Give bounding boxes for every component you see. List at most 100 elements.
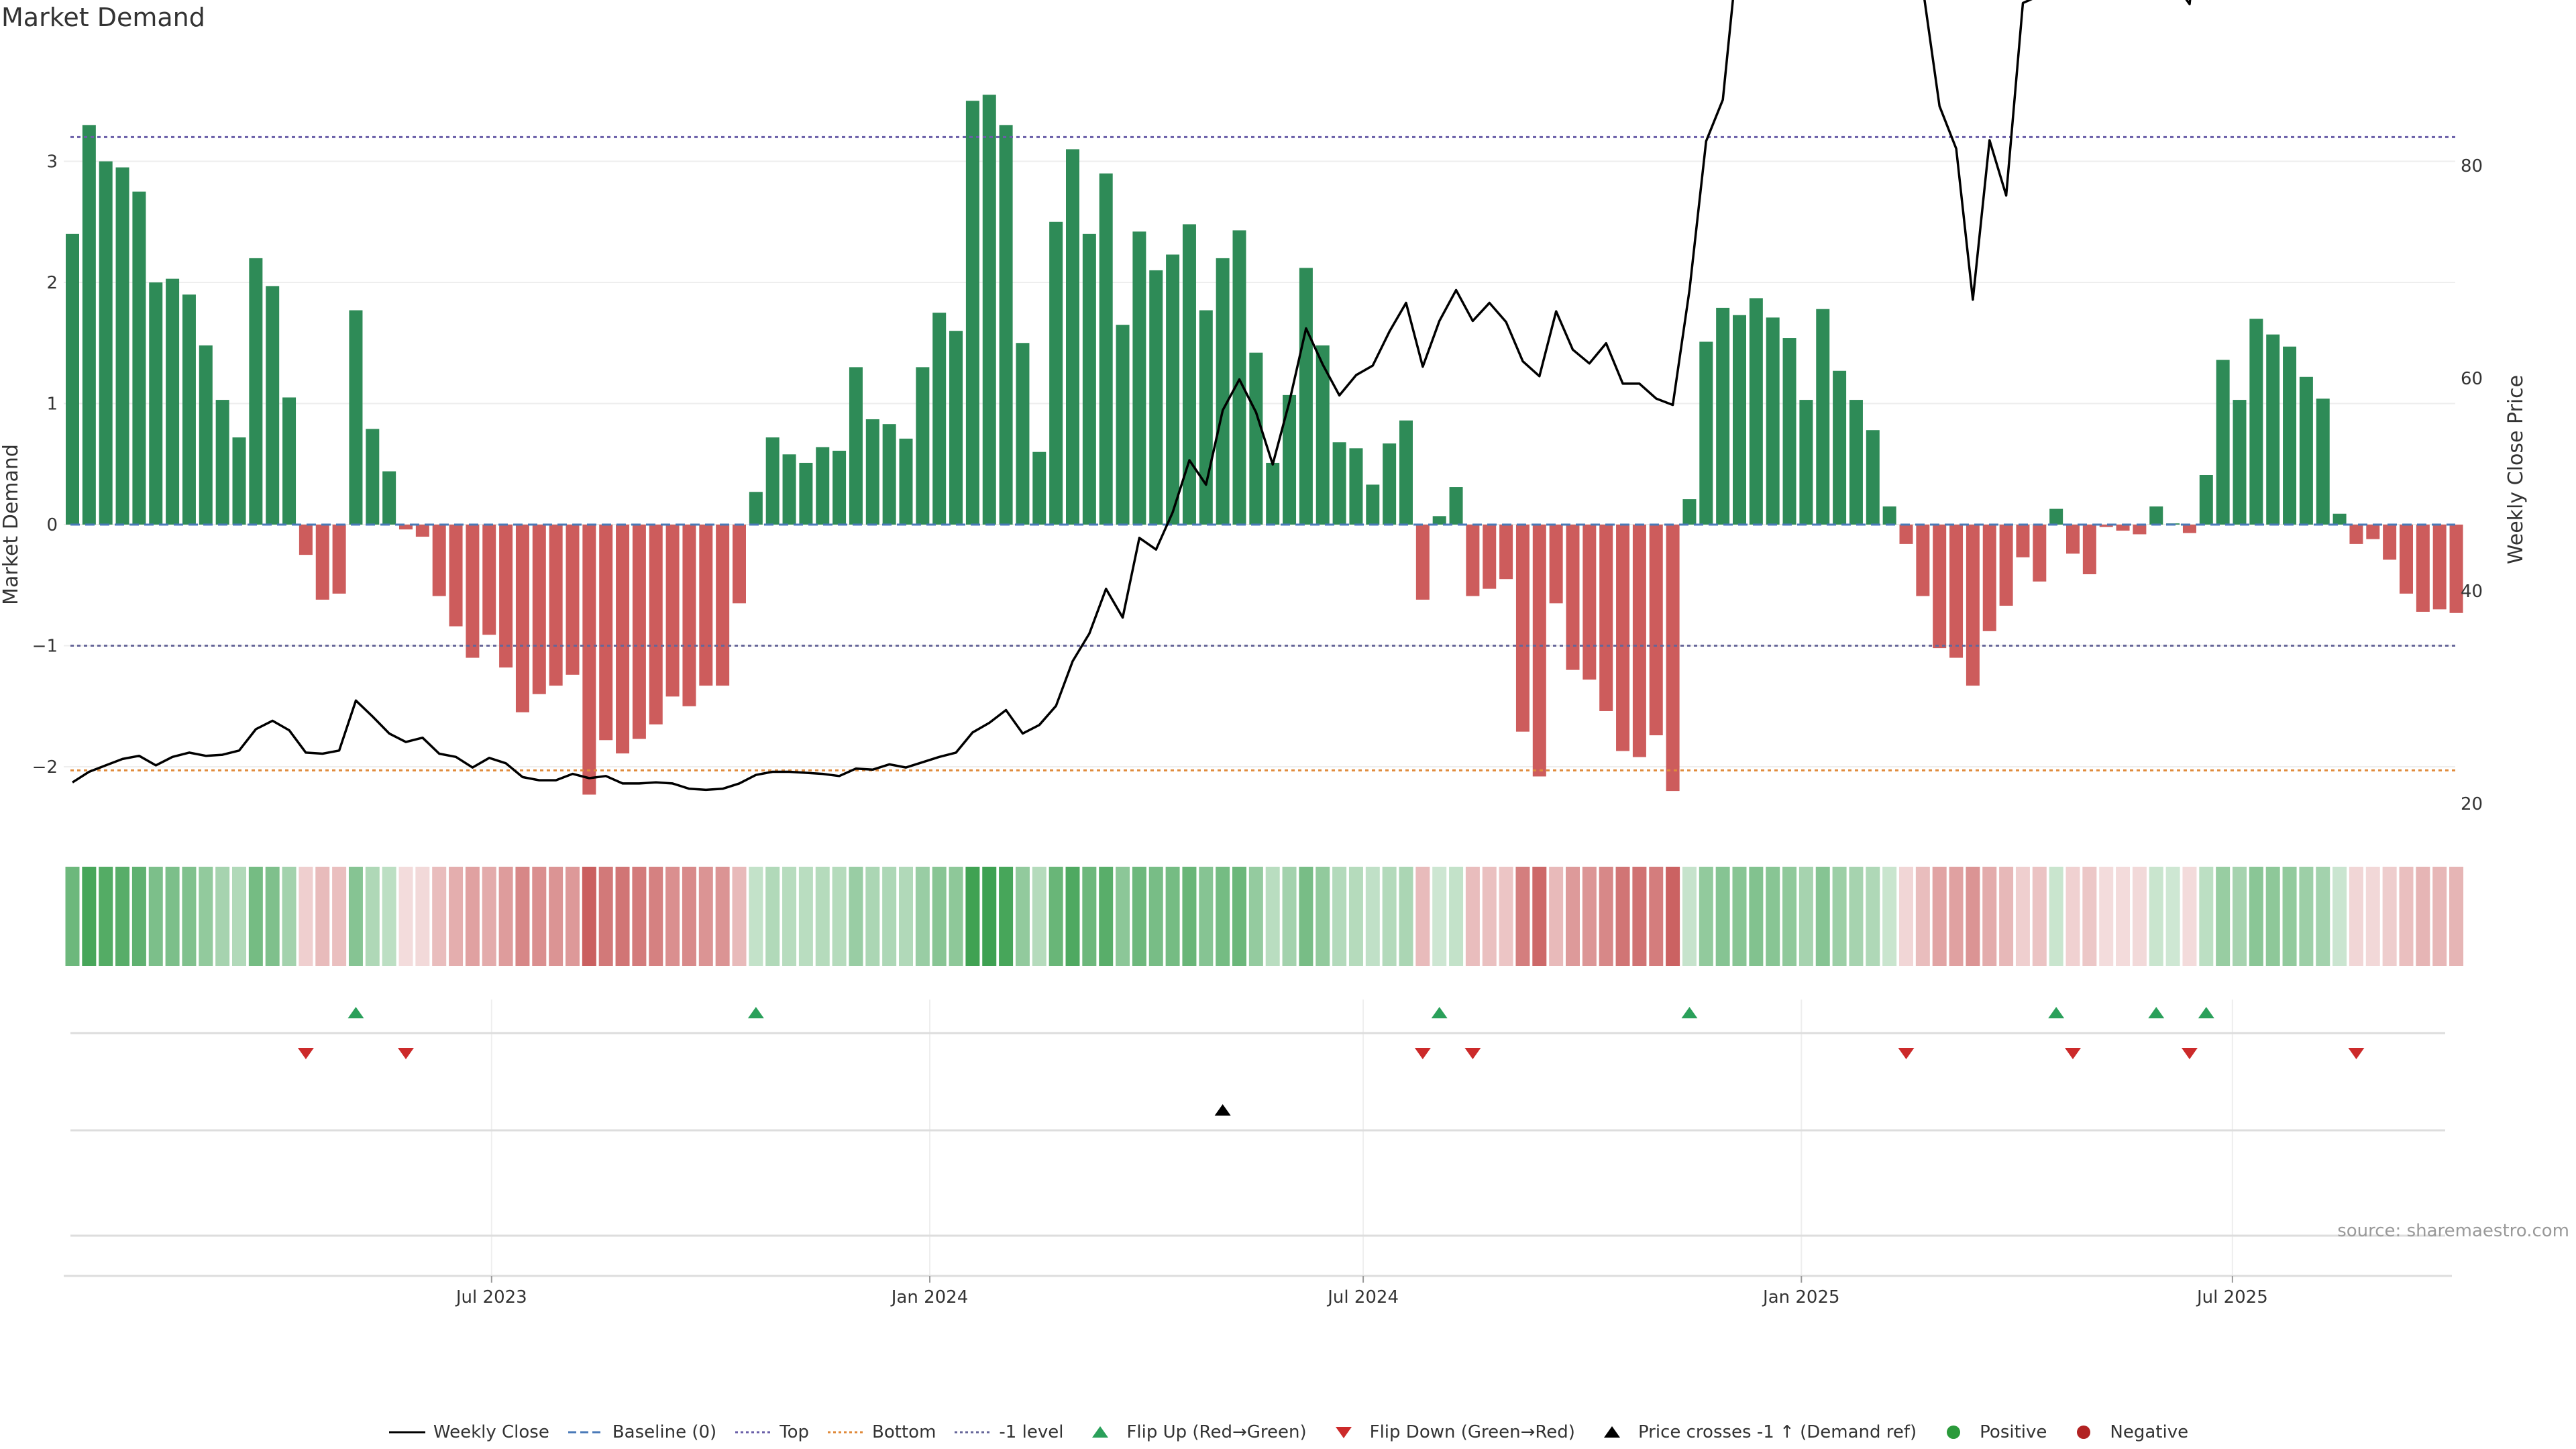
demand-bar [1699, 341, 1713, 525]
demand-bar [949, 331, 963, 525]
demand-bar [1366, 484, 1380, 525]
legend-swatch [828, 1431, 865, 1434]
demand-bar [1499, 525, 1513, 580]
heat-cell [899, 867, 913, 966]
demand-bar [1332, 442, 1346, 525]
demand-bar [1099, 173, 1113, 525]
demand-bar [849, 367, 863, 525]
heat-cell [749, 867, 763, 966]
heat-cell [1199, 867, 1214, 966]
flip-up-marker [1681, 1007, 1698, 1018]
demand-bar [1616, 525, 1630, 751]
demand-bar [1483, 525, 1497, 589]
demand-bar [782, 454, 796, 525]
demand-bar [2216, 360, 2230, 525]
demand-bar [1316, 345, 1330, 525]
heat-cell [1515, 867, 1530, 966]
heat-cell [1415, 867, 1430, 966]
demand-bar [932, 313, 947, 525]
demand-bar [999, 125, 1013, 525]
demand-bar [1666, 525, 1680, 792]
heat-cell [432, 867, 447, 966]
heat-cell [1999, 867, 2014, 966]
demand-bar [1866, 430, 1880, 525]
heat-cell [2416, 867, 2430, 966]
y-tick-label: −1 [32, 637, 58, 657]
price-cross-marker [1214, 1104, 1231, 1116]
heat-cell [82, 867, 97, 966]
heat-cell [1099, 867, 1114, 966]
demand-bar [1349, 448, 1363, 525]
heat-cell [1949, 867, 1964, 966]
demand-bar [1682, 499, 1697, 525]
demand-bar [532, 525, 546, 694]
heat-cell [182, 867, 197, 966]
heat-cell [1499, 867, 1513, 966]
demand-bar [1749, 298, 1763, 525]
demand-bar [166, 278, 180, 525]
demand-bar [1933, 525, 1947, 649]
demand-bar [2182, 525, 2196, 533]
heat-cell [165, 867, 180, 966]
demand-bar [499, 525, 513, 667]
demand-bar [315, 525, 329, 600]
heat-cell [1732, 867, 1747, 966]
demand-bar [833, 450, 847, 525]
heat-cell [2432, 867, 2447, 966]
heat-cell [215, 867, 230, 966]
x-tick-label: Jul 2023 [455, 1287, 527, 1307]
legend-swatch [2077, 1426, 2091, 1439]
demand-bar [1833, 370, 1847, 525]
heat-cell [65, 867, 80, 966]
heat-cell [1482, 867, 1497, 966]
heat-cell [415, 867, 430, 966]
heat-cell [849, 867, 863, 966]
demand-bar [1766, 317, 1780, 525]
demand-bar [449, 525, 463, 627]
heat-cell [1799, 867, 1813, 966]
demand-bar [266, 286, 280, 525]
demand-bar [2299, 376, 2313, 525]
heat-cell [2099, 867, 2114, 966]
demand-bar [1232, 230, 1246, 525]
demand-bar [682, 525, 696, 706]
demand-bar [1299, 268, 1313, 525]
demand-bar [1266, 462, 1280, 525]
heat-cell [449, 867, 464, 966]
legend-item: Baseline (0) [567, 1422, 716, 1442]
demand-bar [2149, 506, 2163, 525]
heat-cell [832, 867, 847, 966]
demand-bar [132, 191, 146, 525]
heat-cell [1699, 867, 1713, 966]
demand-bar [1599, 525, 1613, 711]
heat-cell [465, 867, 480, 966]
demand-bar [2133, 525, 2147, 535]
demand-bar [549, 525, 563, 686]
demand-bar [2383, 525, 2397, 560]
heat-cell [1449, 867, 1464, 966]
demand-bar [1199, 310, 1213, 525]
heat-cell [1065, 867, 1080, 966]
heat-cell [782, 867, 797, 966]
heat-cell [1666, 867, 1680, 966]
heat-cell [1715, 867, 1730, 966]
legend-label: Weekly Close [433, 1422, 549, 1442]
heat-cell [949, 867, 963, 966]
heat-cell [2049, 867, 2063, 966]
demand-bar [1515, 525, 1529, 732]
heat-cell [732, 867, 747, 966]
legend-swatch [735, 1431, 772, 1434]
heat-cell [615, 867, 630, 966]
heat-cell [482, 867, 496, 966]
demand-bar [1283, 394, 1297, 525]
demand-bar [66, 233, 79, 525]
flip-up-marker [1431, 1007, 1448, 1018]
demand-bar [1532, 525, 1546, 777]
flip-down-marker [2348, 1048, 2365, 1059]
demand-bar [1566, 525, 1580, 670]
demand-bar [749, 492, 763, 525]
heat-cell [1532, 867, 1547, 966]
heat-cell [1265, 867, 1280, 966]
legend-label: Flip Down (Green→Red) [1369, 1422, 1575, 1442]
legend-swatch [1092, 1426, 1109, 1438]
